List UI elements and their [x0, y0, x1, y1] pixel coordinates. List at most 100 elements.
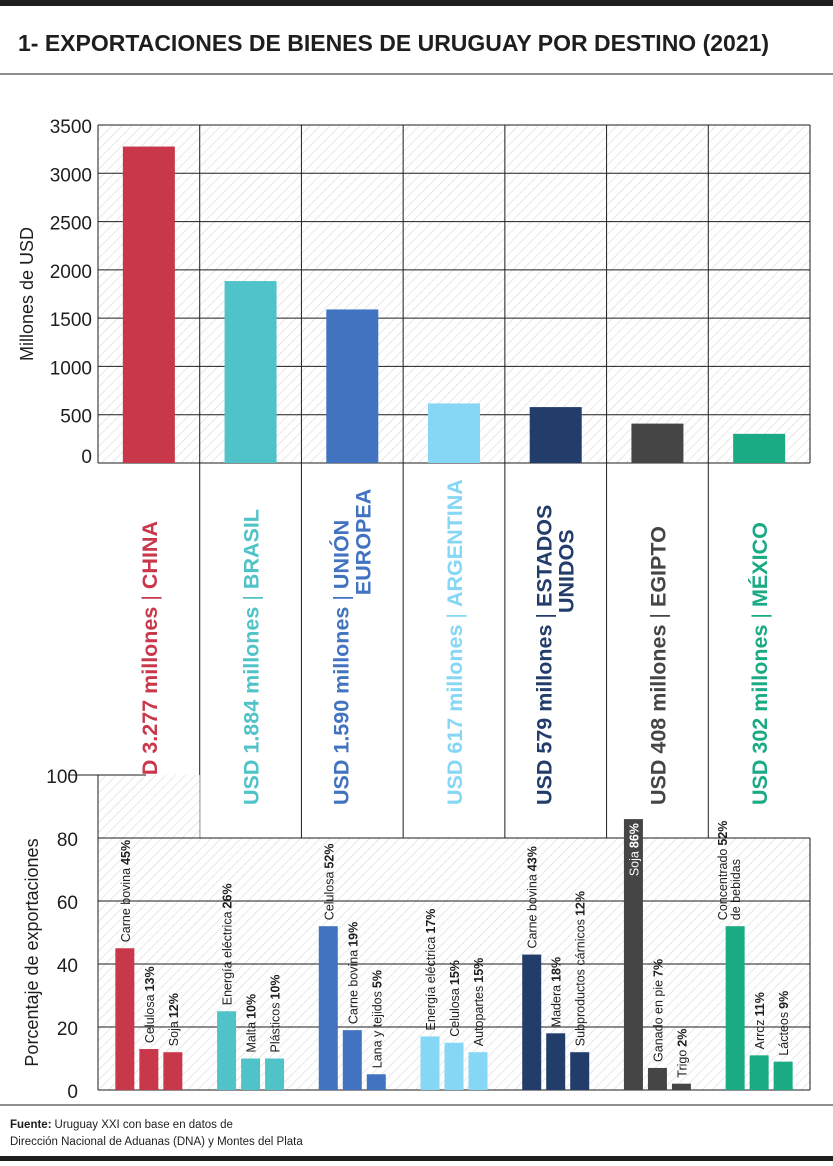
- product-label: Trigo 2%: [675, 1029, 689, 1078]
- bottom-plot-area-top: [98, 775, 200, 838]
- product-bar: [522, 954, 542, 1090]
- product-name: Carne bovina: [526, 874, 540, 948]
- source-line-2: Dirección Nacional de Aduanas (DNA) y Mo…: [10, 1136, 303, 1148]
- product-pct: 17%: [424, 909, 438, 934]
- product-bar: [623, 819, 643, 1090]
- destination-label: USD 302 millones | MÉXICO: [747, 522, 772, 805]
- product-bar: [241, 1058, 261, 1090]
- destination-separator: |: [748, 607, 772, 625]
- product-label: Lana y tejidos 5%: [370, 970, 384, 1068]
- product-pct: 10%: [245, 994, 259, 1019]
- destination-separator: |: [443, 607, 467, 625]
- top-y-tick-label: 1000: [50, 358, 92, 379]
- product-bar: [265, 1058, 285, 1090]
- product-pct: 2%: [675, 1029, 689, 1047]
- product-pct: 86%: [627, 823, 641, 848]
- bottom-y-tick-label: 80: [57, 830, 78, 851]
- product-label: Arroz 11%: [753, 992, 767, 1049]
- destination-name-line-2: EUROPEA: [351, 489, 375, 595]
- bottom-y-tick-label: 20: [57, 1019, 78, 1040]
- product-label: Madera 18%: [550, 957, 564, 1027]
- product-pct: 43%: [526, 846, 540, 871]
- product-bar: [468, 1052, 488, 1090]
- products-chart: 0 20 40 60 80 100 Porcentaje de exportaciones C…: [22, 767, 811, 1103]
- product-pct: 9%: [777, 991, 791, 1009]
- product-label: Carne bovina 45%: [119, 840, 133, 942]
- product-bar: [725, 926, 745, 1090]
- product-label: Subproductos cárnicos 12%: [574, 891, 588, 1046]
- product-label: Energía eléctrica 26%: [221, 883, 235, 1005]
- destination-label: USD 3.277 millones | CHINA: [138, 521, 162, 805]
- destination-label: USD 617 millones | ARGENTINA: [443, 479, 467, 805]
- product-name: Soja: [167, 1021, 181, 1046]
- product-bar: [217, 1011, 237, 1090]
- destination-amount: USD 1.590 millones: [329, 607, 353, 805]
- bar-egipto: [631, 423, 684, 463]
- product-pct: 15%: [448, 960, 462, 985]
- product-pct: 7%: [651, 959, 665, 977]
- product-label: Ganado en pie 7%: [651, 959, 665, 1062]
- top-y-tick-label: 2500: [50, 214, 92, 235]
- source-line-1: Uruguay XXI con base en datos de: [55, 1119, 233, 1131]
- product-pct: 15%: [472, 958, 486, 983]
- destination-label: USD 579 millones | ESTADOS: [533, 505, 557, 805]
- product-label: Carne bovina 43%: [526, 846, 540, 948]
- product-label: Carne bovina 19%: [346, 922, 360, 1024]
- product-name: Soja: [627, 851, 641, 876]
- top-rule: [0, 0, 833, 6]
- top-y-tick-label: 1500: [50, 310, 92, 331]
- top-y-axis-label: Millones de USD: [17, 227, 37, 361]
- destination-name: ESTADOS: [533, 505, 557, 607]
- product-bar: [163, 1052, 183, 1090]
- bar-china: [122, 146, 175, 463]
- bottom-y-tick-label: 100: [46, 767, 78, 788]
- product-label: Celulosa 15%: [448, 960, 462, 1037]
- product-label: Malta 10%: [245, 994, 259, 1053]
- product-label: Celulosa 52%: [322, 844, 336, 921]
- destination-amount: USD 302 millones: [748, 625, 772, 805]
- product-name: Lácteos: [777, 1012, 791, 1056]
- bar-brasil: [224, 281, 277, 463]
- destinations-chart: 0 500 1000 1500 2000 2500 3000 3500 Millones de …: [17, 117, 811, 1090]
- product-name: Ganado en pie: [651, 980, 665, 1062]
- destination-separator: |: [646, 607, 670, 625]
- bottom-rule: [0, 1156, 833, 1161]
- bottom-y-tick-label: 0: [67, 1082, 78, 1103]
- product-bar: [420, 1036, 440, 1090]
- product-label: Energía eléctrica 17%: [424, 909, 438, 1031]
- product-label: Plásticos 10%: [269, 974, 283, 1052]
- product-label: Autopartes 15%: [472, 958, 486, 1047]
- product-label: Concentrado 52% de bebidas: [716, 821, 743, 921]
- product-bar: [342, 1030, 362, 1090]
- source-note: Fuente: Uruguay XXI con base en datos de: [10, 1119, 233, 1131]
- destination-name: EGIPTO: [646, 526, 670, 607]
- product-bar: [444, 1042, 464, 1090]
- product-label: Soja 86%: [627, 823, 641, 876]
- product-name: Energía eléctrica: [221, 911, 235, 1005]
- product-name: Concentrado: [716, 849, 730, 921]
- destination-amount: USD 3.277 millones: [138, 607, 162, 805]
- top-y-tick-label: 3000: [50, 165, 92, 186]
- bar-unión-europea: [326, 309, 379, 463]
- destination-label: USD 1.590 millones | UNIÓN: [328, 520, 353, 805]
- product-name: Lana y tejidos: [370, 991, 384, 1068]
- destination-amount: USD 1.884 millones: [240, 607, 264, 805]
- product-label: Lácteos 9%: [777, 991, 791, 1056]
- page-title: 1- EXPORTACIONES DE BIENES DE URUGUAY PO…: [18, 30, 769, 56]
- product-name: Energía eléctrica: [424, 937, 438, 1031]
- bar-estados-unidos: [529, 407, 582, 463]
- product-bar: [671, 1083, 691, 1090]
- product-pct: 45%: [119, 840, 133, 865]
- destination-name: BRASIL: [240, 509, 264, 589]
- product-name: Arroz: [753, 1019, 767, 1049]
- product-name: Carne bovina: [119, 868, 133, 942]
- product-bar: [647, 1067, 667, 1090]
- destination-separator: |: [329, 589, 353, 607]
- product-bar: [570, 1052, 590, 1090]
- product-bar: [366, 1074, 386, 1090]
- product-pct: 10%: [269, 974, 283, 999]
- product-bar: [749, 1055, 769, 1090]
- product-label: Soja 12%: [167, 993, 181, 1046]
- product-pct: 52%: [716, 821, 730, 846]
